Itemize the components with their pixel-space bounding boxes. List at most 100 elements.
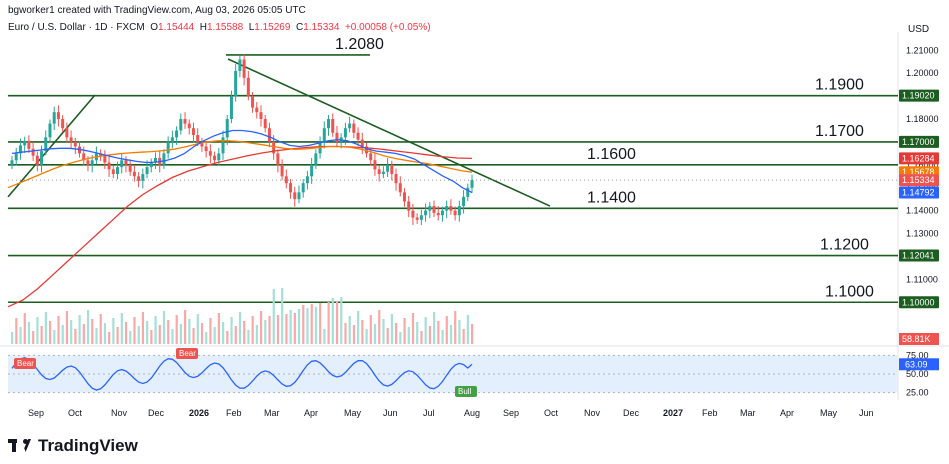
volume-bar [437,321,440,344]
candle-body [137,176,141,181]
price-tag-box [899,135,939,148]
volume-bar [454,311,457,344]
candle-body [107,162,111,170]
volume-bar [209,318,212,344]
volume-bar [407,327,410,344]
volume-bar [108,332,111,344]
candle [432,200,436,218]
candle [356,127,360,147]
candle [132,164,136,182]
candle [276,149,280,173]
candle-body [31,148,35,156]
candle [453,206,457,221]
x-tick-label: Nov [584,408,601,418]
candle [116,161,120,180]
candle [170,130,174,149]
price-tag-label: 1.17000 [902,137,935,147]
candle [373,153,377,176]
candle-body [259,112,263,120]
volume-bar [70,320,73,344]
candle-body [276,153,280,165]
volume-bar [319,303,322,344]
volume-bar [162,311,166,344]
currency-label: USD [908,24,930,35]
candle-body [289,183,293,193]
candle [179,113,183,135]
x-tick-label: Aug [464,408,480,418]
candle [48,119,52,143]
price-tag-box [899,186,939,199]
x-tick-label: Apr [780,408,794,418]
candle-body [457,206,461,216]
candle-body [360,139,364,147]
candle [267,122,271,148]
x-tick-label: Mar [264,408,280,418]
candle-body [179,119,183,131]
candle [331,113,335,137]
candle [23,136,27,153]
volume-bar [196,314,199,344]
candle [229,90,233,124]
candle-body [343,128,347,138]
candle [153,152,157,169]
candle-body [428,206,432,211]
candle [145,160,149,179]
ma-fast-line [11,129,473,194]
candle [56,105,60,127]
candle-body [263,119,267,129]
candle-body [246,77,250,97]
candle [310,157,314,184]
candle-body [73,141,77,147]
volume-bar [335,301,339,344]
candle-body [348,123,352,129]
price-tag-box [899,249,939,262]
volume-bar [340,297,343,344]
volume-bar [53,330,56,344]
x-tick-label: Oct [68,408,83,418]
volume-bar [65,311,69,344]
candle [259,105,263,127]
candle [10,156,14,169]
candle [166,136,170,159]
volume-bar [112,318,115,344]
candle [225,114,229,145]
open-label: O [150,22,159,33]
candle [187,119,191,135]
candle [107,155,111,177]
rsi-signal-box [176,348,198,359]
price-chart[interactable]: 1.210001.200001.190001.180001.170001.160… [0,0,949,430]
candle-body [314,153,318,165]
candle-body [398,183,402,193]
candle [238,55,242,78]
volume-bar [150,330,153,344]
volume-bar [297,309,301,344]
candle-body [221,137,225,154]
candle-body [255,107,259,113]
candle-body [394,174,398,184]
candle-body [352,123,356,133]
candle [394,168,398,191]
rsi-value-tag: 63.09 [899,358,939,371]
candle [141,168,145,189]
volume-bar [259,311,263,344]
candle-body [162,153,166,165]
candle-body [111,169,115,174]
volume-tag-label: 58.81K [902,334,931,344]
volume-bar [433,312,436,344]
candle-body [82,153,86,161]
x-tick-label: 2027 [663,408,683,418]
candle [221,130,225,160]
volume-bar [137,326,140,344]
volume-bar [428,326,431,344]
candle [137,172,141,188]
candle-body [234,70,238,97]
volume-bar [378,310,381,344]
candle [305,170,309,190]
volume-bar [251,316,254,344]
high-label: H [199,22,207,33]
candle [402,188,406,207]
low-label: L [248,22,255,33]
candle [293,186,297,207]
symbol-name: Euro / U.S. Dollar · 1D · FXCM [8,22,145,33]
candle-body [40,151,44,165]
